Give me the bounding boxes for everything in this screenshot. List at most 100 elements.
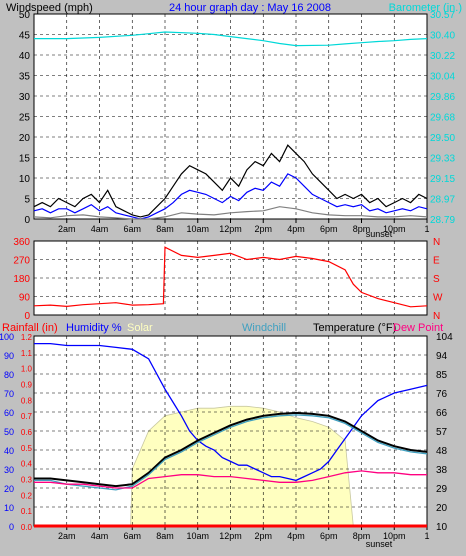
y-tick-label: 0.9 — [21, 381, 33, 390]
y-tick-label: 29.86 — [430, 92, 455, 103]
y-tick-label: 29.50 — [430, 133, 455, 144]
y-tick-label: 30.57 — [430, 10, 455, 21]
direction-series — [33, 246, 428, 308]
y-tick-label: 0.4 — [21, 460, 33, 469]
wind-x-ticks: 2am 4am 6am 8am 10am 12pm 2pm 4pm 6pm 8pm 10pm 1 — [58, 219, 430, 234]
y-tick-label: 28.79 — [430, 215, 455, 226]
graph-date-title: 24 hour graph day : May 16 2008 — [169, 2, 331, 14]
y-tick-label: 29.33 — [430, 154, 455, 165]
y-tick-label: 10 — [19, 174, 31, 185]
sunset-label-top: sunset — [366, 229, 393, 239]
series-windchill — [34, 414, 428, 491]
y-tick-label: 30 — [19, 92, 31, 103]
legend-temperature: Temperature (°F) — [313, 322, 396, 334]
legend-humidity: Humidity % — [66, 322, 122, 334]
y-tick-label: 20 — [436, 503, 448, 514]
y-tick-label: 66 — [436, 408, 448, 419]
legend-dew-point: Dew Point — [393, 322, 443, 334]
x-tick-label: 6pm — [320, 224, 338, 234]
x-tick-label: 6am — [123, 224, 141, 234]
y-tick-label: 80 — [4, 370, 14, 380]
y-tick-label: 1.0 — [21, 365, 33, 374]
y-tick-label: 28.97 — [430, 195, 455, 206]
series-barometer — [34, 31, 428, 47]
y-tick-label: 50 — [19, 10, 31, 21]
y-tick-label: 70 — [4, 389, 14, 399]
y-tick-label: 270 — [13, 256, 30, 267]
series-humidity — [34, 342, 428, 482]
x-tick-label: 2pm — [254, 531, 272, 541]
x-tick-label: 4pm — [287, 531, 305, 541]
series-wind_avg — [33, 173, 428, 220]
barometer-axis-title: Barometer (in.) — [389, 2, 462, 14]
y-tick-label: N — [433, 311, 440, 322]
y-tick-label: N — [433, 237, 440, 248]
wind-axis-title: Windspeed (mph) — [6, 2, 93, 14]
y-tick-label: 1.2 — [21, 333, 33, 342]
legend-solar: Solar — [127, 322, 153, 334]
y-tick-label: 30.40 — [430, 31, 455, 42]
y-tick-label: 50 — [4, 427, 14, 437]
legend-windchill: Windchill — [242, 322, 286, 334]
y-tick-label: 0.6 — [21, 428, 33, 437]
y-tick-label: 90 — [4, 351, 14, 361]
rainfall-y-ticks: 0.0 0.1 0.2 0.3 0.4 0.5 0.6 0.7 0.8 0.9 1.0 1.1 1.2 — [21, 333, 33, 532]
temp-series — [34, 342, 428, 528]
y-tick-label: 10 — [4, 503, 14, 513]
x-tick-label: 6pm — [320, 531, 338, 541]
x-tick-label: 6am — [123, 531, 141, 541]
x-tick-label: 8am — [156, 531, 174, 541]
y-tick-label: 0.3 — [21, 476, 33, 485]
y-tick-label: S — [433, 274, 440, 285]
y-tick-label: 0.2 — [21, 491, 33, 500]
direction-y-ticks: 0 90 180 270 360 — [13, 237, 30, 322]
x-tick-label: 4am — [91, 531, 109, 541]
y-tick-label: 0 — [24, 215, 30, 226]
y-tick-label: 15 — [19, 154, 31, 165]
y-tick-label: 0 — [24, 311, 30, 322]
x-tick-label: 1 — [424, 224, 429, 234]
y-tick-label: 20 — [4, 484, 14, 494]
y-tick-label: 0.5 — [21, 444, 33, 453]
x-tick-label: 4pm — [287, 224, 305, 234]
x-tick-label: 1 — [424, 531, 429, 541]
y-tick-label: 48 — [436, 446, 448, 457]
y-tick-label: 5 — [24, 195, 30, 206]
temperature-y-ticks: 10 20 29 38 48 57 66 76 85 94 104 — [436, 332, 453, 533]
y-tick-label: 30 — [4, 465, 14, 475]
y-tick-label: 0.0 — [21, 523, 33, 532]
y-tick-label: 29 — [436, 484, 448, 495]
series-wind_low — [33, 206, 428, 220]
temp-gridlines — [34, 336, 427, 526]
x-tick-label: 10am — [186, 224, 209, 234]
y-tick-label: 25 — [19, 113, 31, 124]
y-tick-label: 29.15 — [430, 174, 455, 185]
y-tick-label: 100 — [0, 332, 14, 342]
y-tick-label: 30.22 — [430, 51, 455, 62]
x-tick-label: 12pm — [219, 531, 242, 541]
wind-y-ticks: 0 5 10 15 20 25 30 35 40 45 50 — [19, 10, 31, 226]
y-tick-label: 57 — [436, 427, 448, 438]
y-tick-label: 90 — [19, 293, 31, 304]
sunset-label-bottom: sunset — [366, 539, 393, 549]
y-tick-label: 35 — [19, 72, 31, 83]
y-tick-label: 20 — [19, 133, 31, 144]
y-tick-label: E — [433, 256, 440, 267]
y-tick-label: 76 — [436, 389, 448, 400]
series-wind_gust — [33, 144, 428, 218]
y-tick-label: 1.1 — [21, 349, 33, 358]
y-tick-label: 30.04 — [430, 72, 455, 83]
y-tick-label: 0 — [9, 522, 14, 532]
wind-series — [33, 31, 428, 220]
wind-gridlines — [34, 14, 427, 219]
x-tick-label: 8pm — [353, 224, 371, 234]
y-tick-label: 94 — [436, 351, 448, 362]
wind-barometer-panel: 0 5 10 15 20 25 30 35 40 45 50 28.79 28.97 29.15 29.3… — [19, 10, 456, 239]
y-tick-label: 40 — [19, 51, 31, 62]
y-tick-label: 0.7 — [21, 412, 33, 421]
x-tick-label: 2pm — [254, 224, 272, 234]
x-tick-label: 10pm — [383, 224, 406, 234]
